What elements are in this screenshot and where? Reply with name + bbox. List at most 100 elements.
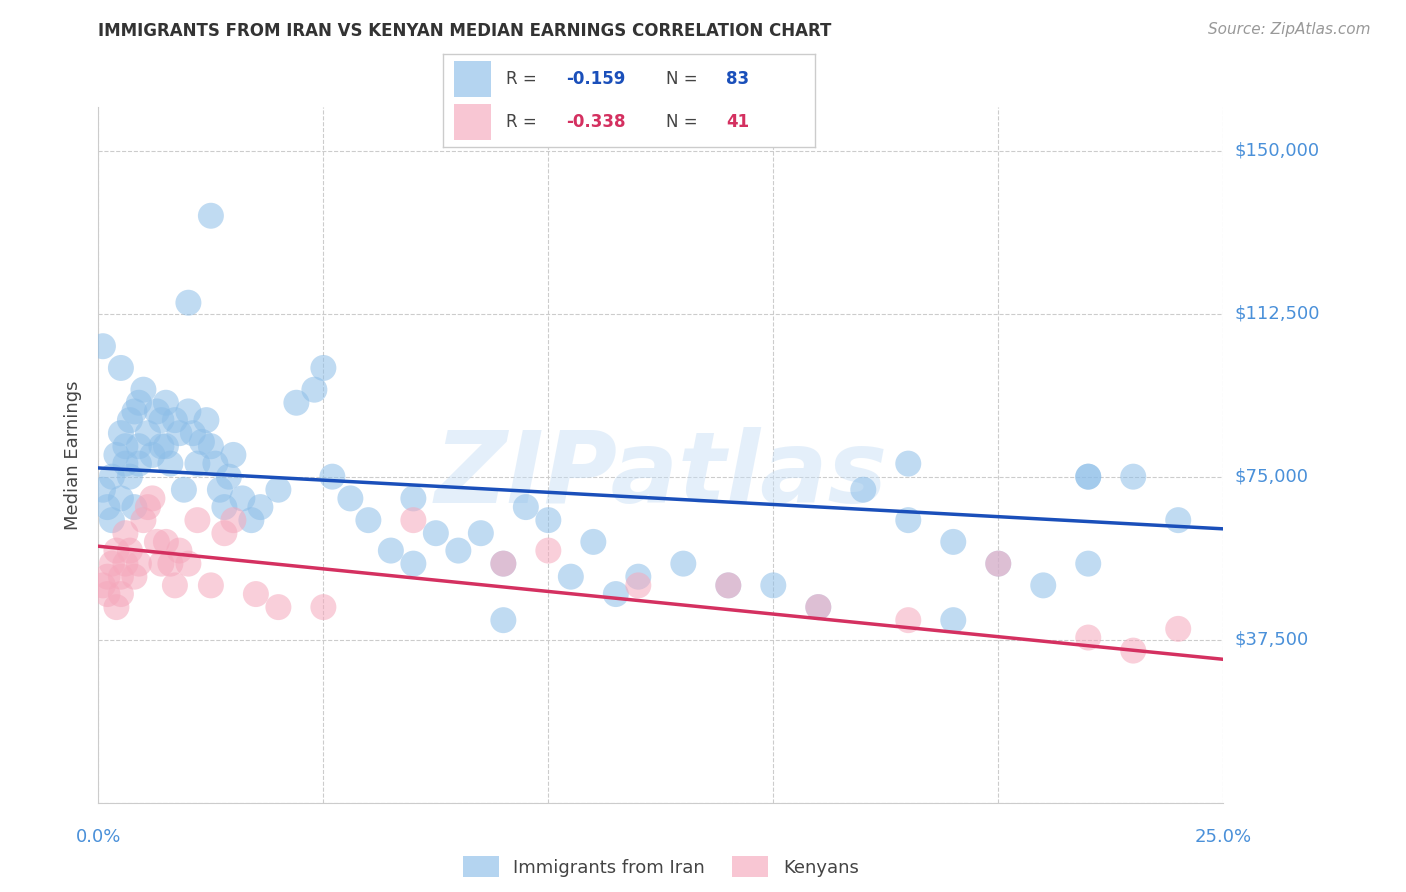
Text: 0.0%: 0.0%: [76, 828, 121, 846]
Text: IMMIGRANTS FROM IRAN VS KENYAN MEDIAN EARNINGS CORRELATION CHART: IMMIGRANTS FROM IRAN VS KENYAN MEDIAN EA…: [98, 22, 832, 40]
Point: [537, 513, 560, 527]
Point: [627, 578, 650, 592]
Text: N =: N =: [666, 70, 703, 87]
Point: [169, 426, 191, 441]
Point: [128, 457, 150, 471]
Point: [114, 557, 136, 571]
Point: [124, 570, 146, 584]
Point: [672, 557, 695, 571]
Point: [425, 526, 447, 541]
Point: [222, 513, 245, 527]
Point: [132, 383, 155, 397]
Point: [141, 448, 163, 462]
Point: [191, 434, 214, 449]
Point: [304, 383, 326, 397]
Text: R =: R =: [506, 70, 543, 87]
Point: [195, 413, 218, 427]
Point: [312, 600, 335, 615]
Point: [155, 439, 177, 453]
Point: [285, 396, 308, 410]
Point: [118, 413, 141, 427]
Point: [1077, 631, 1099, 645]
Point: [173, 483, 195, 497]
Point: [807, 600, 830, 615]
Point: [560, 570, 582, 584]
Point: [717, 578, 740, 592]
Point: [150, 557, 173, 571]
Text: 83: 83: [725, 70, 749, 87]
Point: [492, 557, 515, 571]
Point: [852, 483, 875, 497]
Point: [1167, 622, 1189, 636]
Point: [204, 457, 226, 471]
Point: [124, 500, 146, 514]
Point: [155, 535, 177, 549]
Point: [492, 613, 515, 627]
Point: [159, 457, 181, 471]
Point: [91, 339, 114, 353]
Point: [163, 413, 186, 427]
Text: N =: N =: [666, 113, 703, 131]
Point: [200, 209, 222, 223]
Point: [537, 543, 560, 558]
Point: [177, 557, 200, 571]
Point: [897, 457, 920, 471]
Point: [110, 570, 132, 584]
Text: -0.338: -0.338: [565, 113, 626, 131]
Text: $75,000: $75,000: [1234, 467, 1309, 485]
Point: [942, 613, 965, 627]
Point: [402, 557, 425, 571]
Point: [105, 543, 128, 558]
Point: [1167, 513, 1189, 527]
Point: [110, 491, 132, 506]
Point: [214, 526, 236, 541]
Point: [101, 469, 124, 483]
Point: [155, 396, 177, 410]
Point: [1077, 557, 1099, 571]
Point: [717, 578, 740, 592]
Point: [339, 491, 361, 506]
Point: [96, 587, 118, 601]
Point: [447, 543, 470, 558]
FancyBboxPatch shape: [454, 61, 491, 96]
Point: [627, 570, 650, 584]
Point: [1077, 469, 1099, 483]
Point: [105, 600, 128, 615]
Point: [249, 500, 271, 514]
Point: [987, 557, 1010, 571]
Point: [101, 557, 124, 571]
Point: [987, 557, 1010, 571]
Point: [177, 295, 200, 310]
Point: [186, 513, 208, 527]
Point: [605, 587, 627, 601]
Point: [1122, 469, 1144, 483]
Point: [128, 557, 150, 571]
Text: $112,500: $112,500: [1234, 304, 1320, 323]
Point: [128, 396, 150, 410]
Point: [897, 613, 920, 627]
Point: [110, 361, 132, 376]
Point: [1032, 578, 1054, 592]
Point: [114, 526, 136, 541]
Point: [321, 469, 343, 483]
Point: [222, 448, 245, 462]
Point: [128, 439, 150, 453]
Point: [208, 483, 231, 497]
Point: [402, 491, 425, 506]
Point: [169, 543, 191, 558]
Point: [159, 557, 181, 571]
Point: [807, 600, 830, 615]
Point: [146, 535, 169, 549]
Point: [492, 557, 515, 571]
Point: [402, 513, 425, 527]
Point: [91, 578, 114, 592]
Point: [762, 578, 785, 592]
Point: [214, 500, 236, 514]
Text: ZIPatlas: ZIPatlas: [434, 427, 887, 524]
Point: [380, 543, 402, 558]
Point: [1077, 469, 1099, 483]
Point: [163, 578, 186, 592]
Point: [124, 404, 146, 418]
Text: $150,000: $150,000: [1234, 142, 1319, 160]
Point: [1122, 643, 1144, 657]
